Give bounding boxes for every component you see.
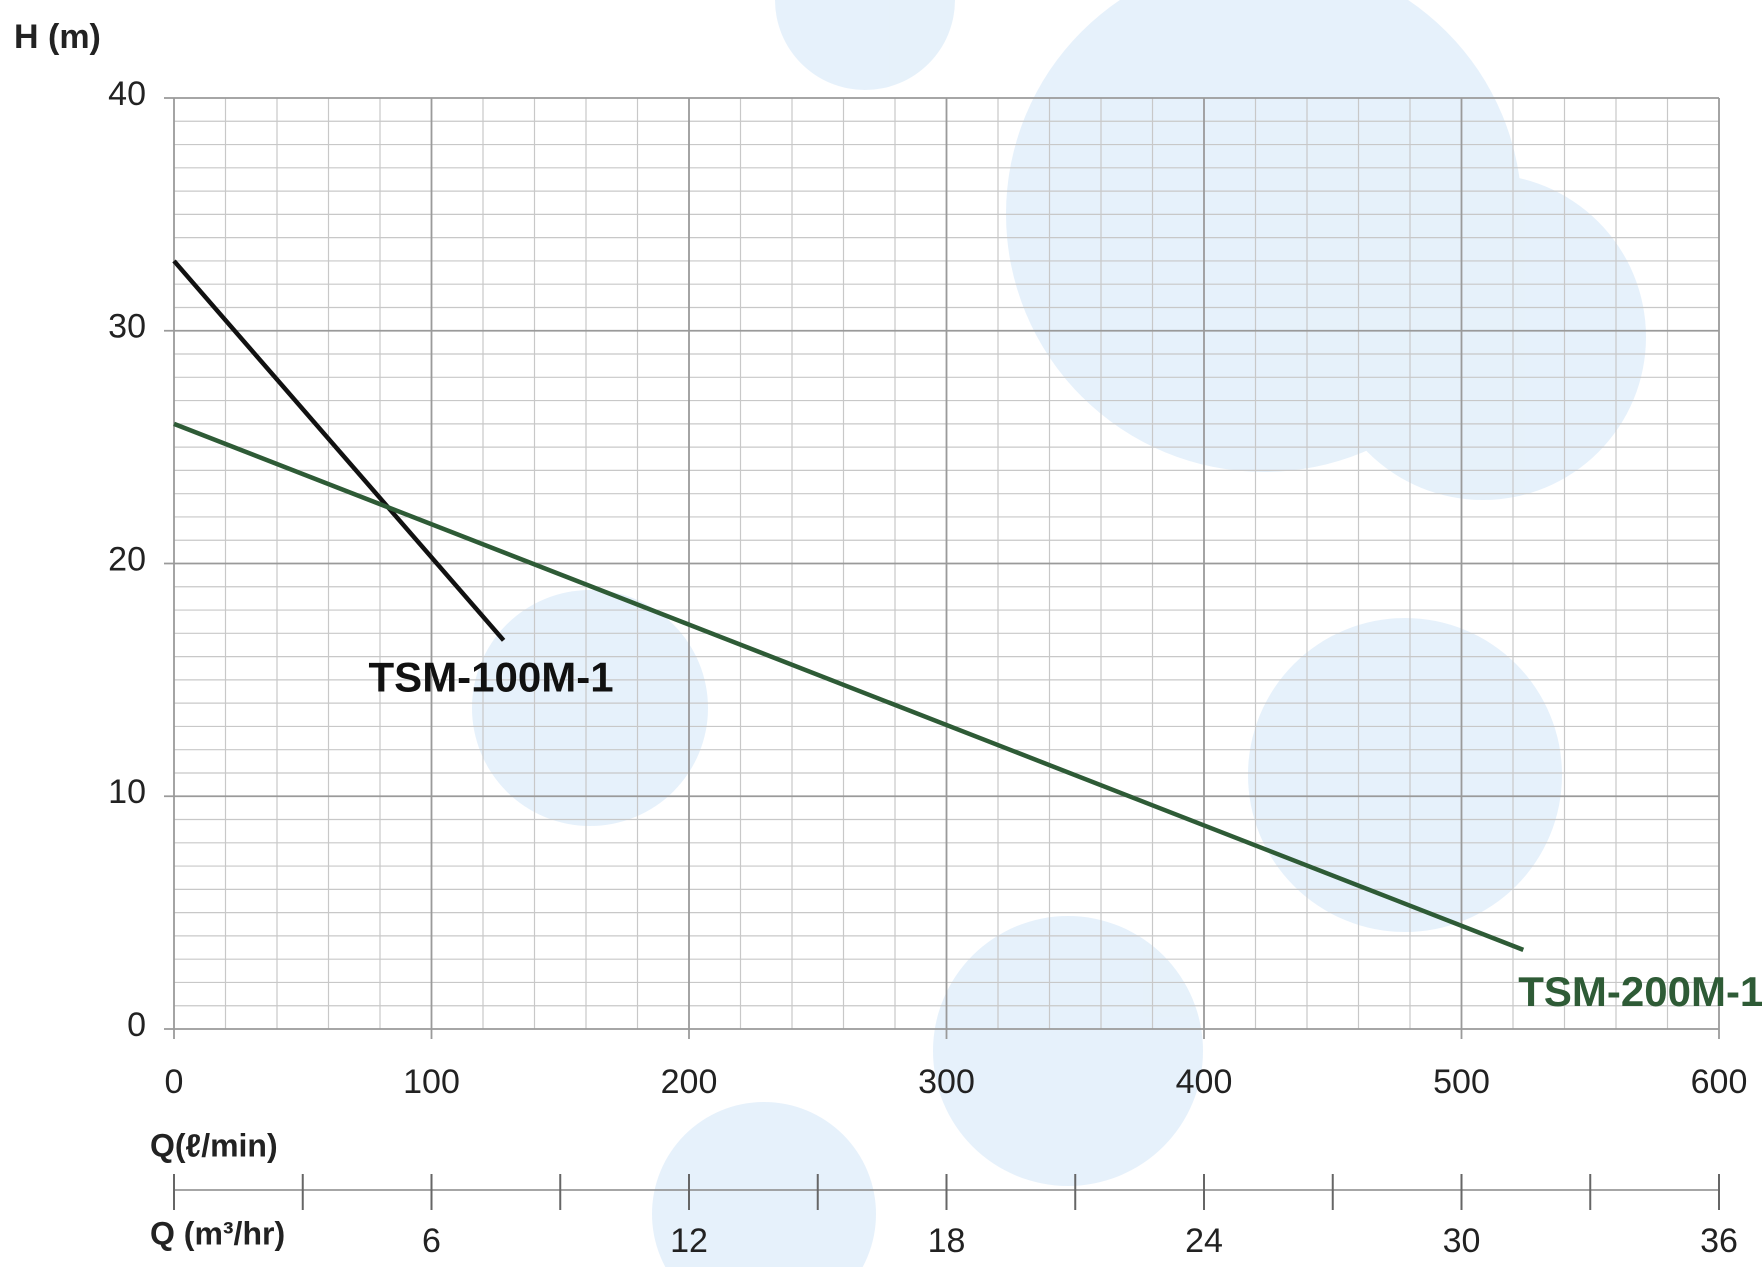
series-label: TSM-100M-1 bbox=[369, 653, 614, 700]
x2-tick-label: 6 bbox=[422, 1222, 441, 1260]
series-line bbox=[173, 421, 1525, 952]
x-tick-label: 600 bbox=[1691, 1063, 1748, 1101]
x2-tick-label: 30 bbox=[1443, 1222, 1481, 1260]
x-tick-label: 500 bbox=[1433, 1063, 1490, 1101]
x2-tick-label: 18 bbox=[928, 1222, 966, 1260]
x2-tick-label: 12 bbox=[670, 1222, 708, 1260]
series-label: TSM-200M-1 bbox=[1518, 968, 1762, 1015]
x-tick-label: 300 bbox=[918, 1063, 975, 1101]
y-tick-label: 40 bbox=[108, 75, 146, 113]
y-tick-label: 0 bbox=[127, 1006, 146, 1044]
x2-tick-label: 24 bbox=[1185, 1222, 1223, 1260]
plot: TSM-100M-1 TSM-200M-1 bbox=[172, 259, 1762, 1015]
x-axis-title: Q(ℓ/min) bbox=[150, 1127, 278, 1163]
y-tick-label: 20 bbox=[108, 540, 146, 578]
x-tick-label: 100 bbox=[403, 1063, 460, 1101]
x2-tick-label: 36 bbox=[1700, 1222, 1738, 1260]
series-line bbox=[172, 259, 506, 642]
y-axis-title: H (m) bbox=[14, 18, 101, 56]
x2-axis-title: Q (m³/hr) bbox=[150, 1215, 285, 1251]
grid: 0 100 200 300 400 500 600 0 10 20 30 40 6 12 18 24 30 36 bbox=[108, 75, 1747, 1260]
y-tick-label: 10 bbox=[108, 773, 146, 811]
y-tick-label: 30 bbox=[108, 308, 146, 346]
x-tick-label: 400 bbox=[1176, 1063, 1233, 1101]
x-tick-label: 0 bbox=[165, 1063, 184, 1101]
x-tick-label: 200 bbox=[661, 1063, 718, 1101]
